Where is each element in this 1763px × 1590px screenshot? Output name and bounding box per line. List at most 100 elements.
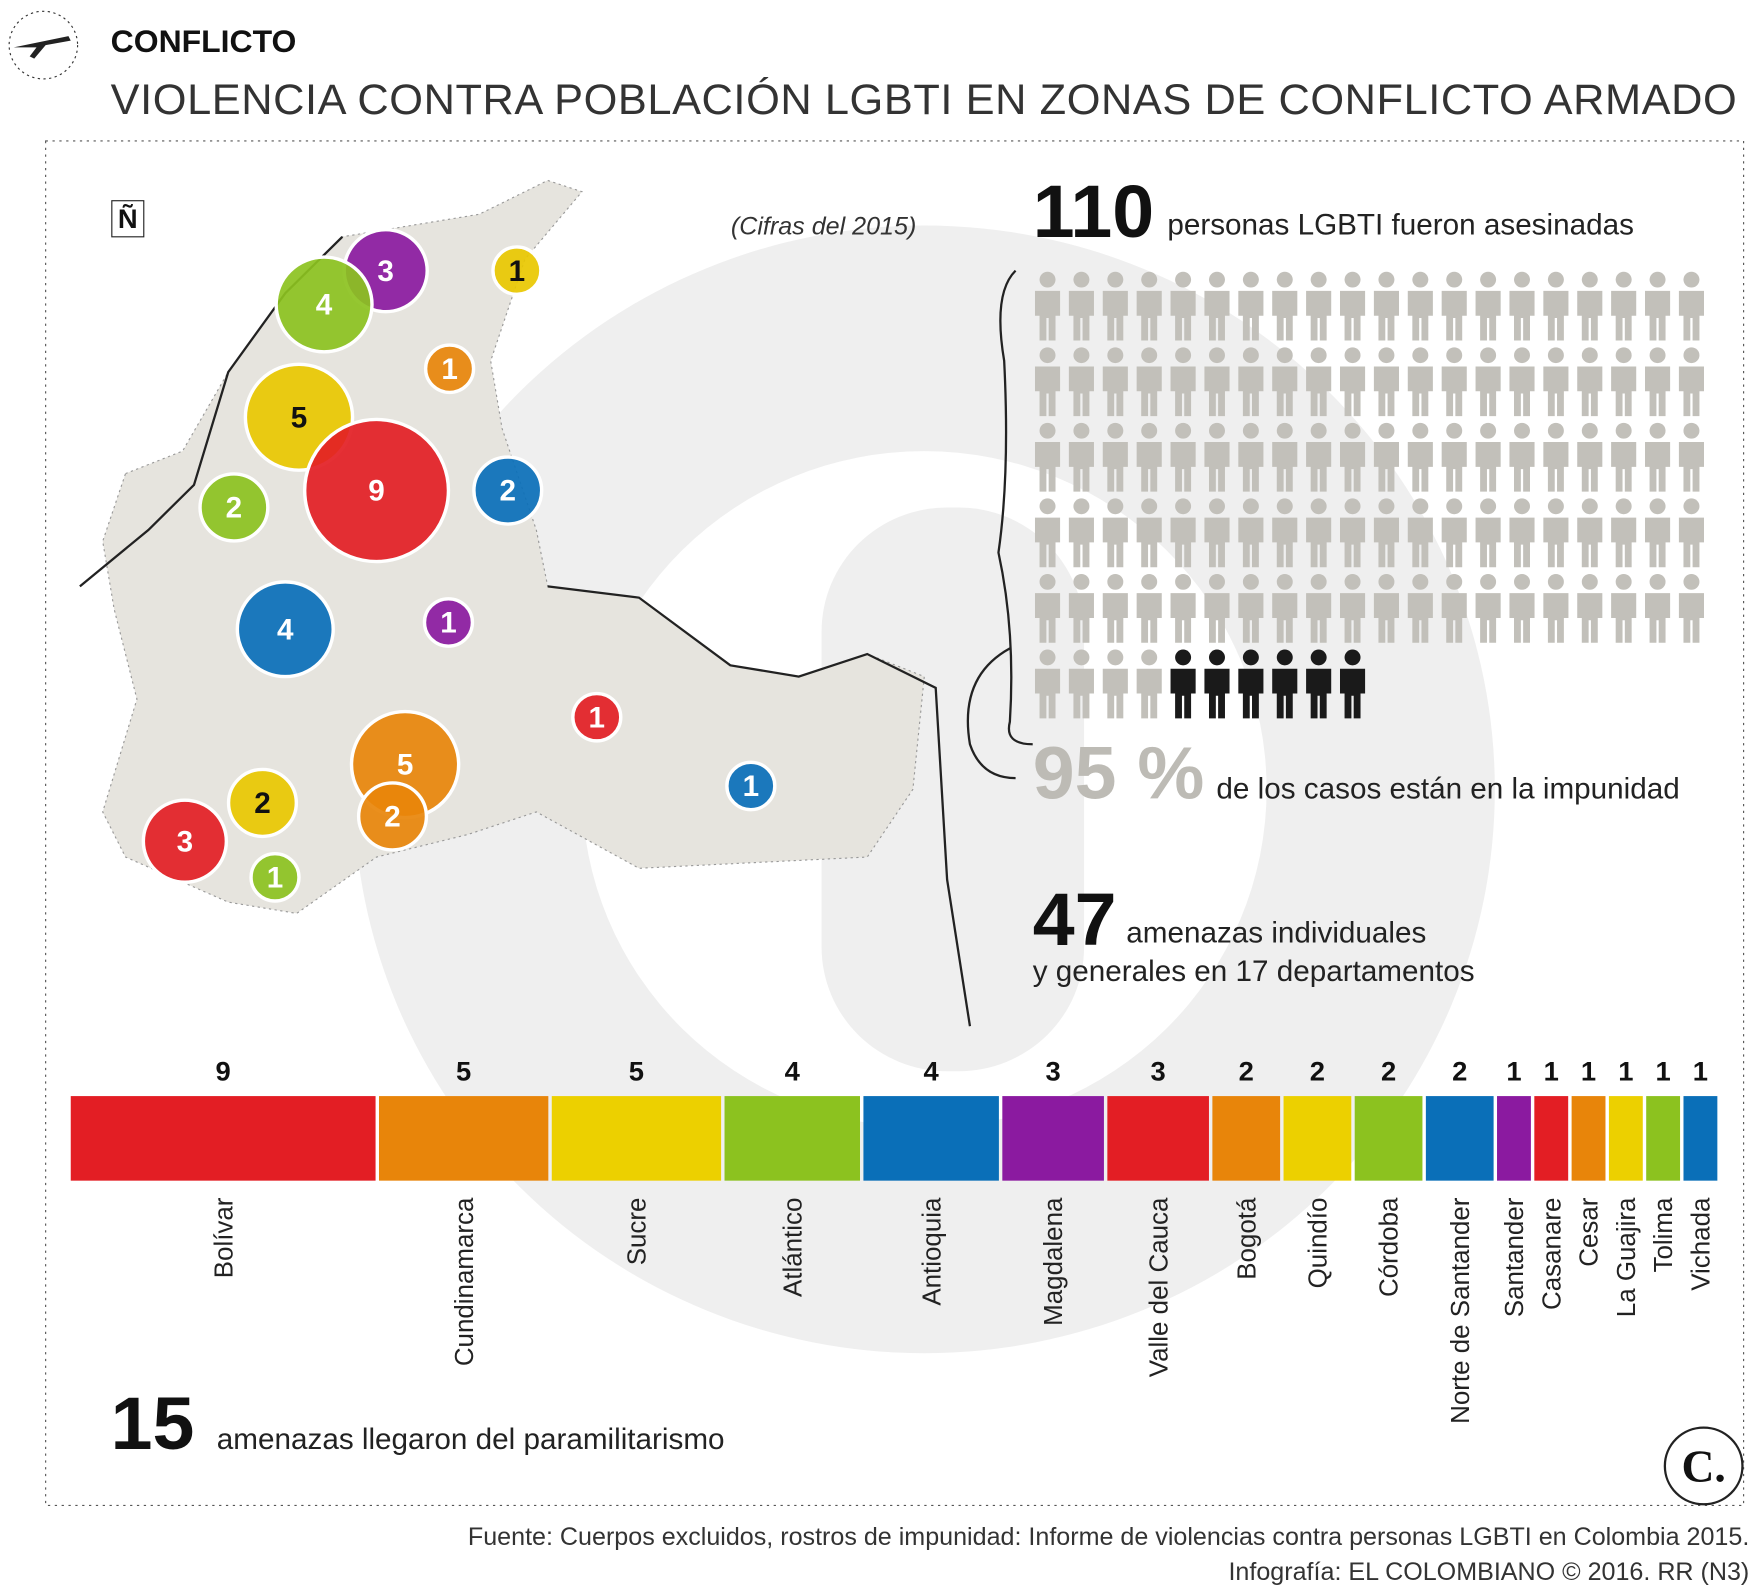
stat-number: 110 — [1033, 169, 1154, 253]
person-body — [1645, 593, 1671, 643]
stat-text: amenazas individuales — [1126, 917, 1426, 950]
bubble-label: 5 — [397, 749, 414, 782]
person-icon — [1543, 573, 1569, 643]
person-head — [1344, 422, 1361, 439]
person-icon — [1611, 347, 1637, 417]
person-body — [1645, 290, 1671, 341]
person-head — [1276, 573, 1293, 590]
person-head — [1073, 422, 1090, 439]
bubble-label: 1 — [509, 255, 526, 288]
person-head — [1039, 422, 1056, 439]
person-head — [1446, 573, 1463, 590]
bubble-label: 1 — [440, 607, 457, 640]
person-head — [1378, 573, 1395, 590]
map-bubble — [249, 851, 301, 903]
person-icon — [1339, 498, 1366, 568]
person-body — [1102, 668, 1128, 719]
person-head — [1276, 498, 1293, 515]
person-head — [1412, 573, 1429, 590]
person-icon — [1475, 347, 1501, 417]
person-icon — [1678, 573, 1705, 643]
person-head — [1073, 498, 1090, 515]
title: VIOLENCIA CONTRA POBLACIÓN LGBTI EN ZONA… — [111, 76, 1737, 124]
person-head — [1378, 347, 1395, 364]
person-icon — [1645, 422, 1671, 492]
person-head — [1310, 422, 1327, 439]
person-icon — [1475, 422, 1501, 492]
person-icon — [1543, 498, 1569, 568]
person-head — [1649, 347, 1666, 364]
person-icon — [1645, 573, 1671, 643]
bubble-label: 9 — [368, 475, 385, 508]
person-body — [1136, 668, 1162, 719]
person-body — [1136, 442, 1162, 492]
person-body — [1373, 442, 1399, 492]
value-label: 5 — [629, 1055, 644, 1086]
person-body — [1170, 366, 1196, 417]
person-icon — [1170, 573, 1196, 643]
person-icon — [1034, 498, 1061, 568]
person-head — [1615, 573, 1632, 590]
value-label: 4 — [785, 1055, 800, 1086]
person-icon — [1136, 347, 1162, 417]
bar-segment — [1107, 1096, 1209, 1181]
person-icon — [1577, 573, 1603, 643]
person-body — [1339, 366, 1366, 417]
person-head — [1547, 271, 1564, 288]
person-body — [1509, 290, 1535, 341]
person-body — [1543, 593, 1569, 643]
person-body — [1306, 290, 1332, 341]
frame — [45, 140, 1745, 1506]
person-body — [1170, 517, 1196, 568]
person-icon — [1272, 422, 1298, 492]
person-body — [1034, 442, 1061, 492]
person-body — [1272, 442, 1298, 492]
value-label: 9 — [216, 1055, 231, 1086]
person-head — [1480, 347, 1497, 364]
category-label: Sucre — [621, 1198, 651, 1266]
person-body — [1306, 668, 1332, 719]
bar-segment — [551, 1096, 722, 1181]
person-head — [1581, 271, 1598, 288]
person-icon — [1204, 271, 1230, 341]
person-body — [1102, 442, 1128, 492]
person-icon — [1102, 347, 1128, 417]
person-icon — [1373, 422, 1399, 492]
person-icon — [1272, 573, 1298, 643]
person-icon — [1339, 649, 1366, 719]
person-body — [1645, 442, 1671, 492]
person-head — [1107, 422, 1124, 439]
person-body — [1441, 366, 1467, 417]
person-icon — [1034, 649, 1061, 719]
person-icon — [1577, 498, 1603, 568]
person-body — [1339, 290, 1366, 341]
person-head — [1242, 422, 1259, 439]
person-icon — [1306, 271, 1332, 341]
person-head — [1310, 649, 1327, 666]
person-icon — [1373, 498, 1399, 568]
person-body — [1577, 517, 1603, 568]
person-head — [1208, 347, 1225, 364]
person-head — [1378, 271, 1395, 288]
category-label: Antioquia — [916, 1197, 946, 1306]
bar-segment — [1534, 1096, 1569, 1181]
person-icon — [1611, 573, 1637, 643]
person-icon — [1407, 422, 1433, 492]
person-icon — [1509, 573, 1535, 643]
person-head — [1446, 347, 1463, 364]
person-head — [1141, 347, 1158, 364]
stat-number: 47 — [1033, 877, 1117, 961]
person-icon — [1441, 422, 1467, 492]
map-bubble — [571, 691, 623, 743]
value-label: 2 — [1452, 1055, 1467, 1086]
category-label: Valle del Cauca — [1143, 1197, 1173, 1377]
person-body — [1170, 442, 1196, 492]
person-icon — [1509, 498, 1535, 568]
person-icon — [1136, 649, 1162, 719]
person-body — [1068, 366, 1094, 417]
map-bubble — [491, 245, 543, 297]
person-head — [1242, 649, 1259, 666]
person-head — [1310, 498, 1327, 515]
person-body — [1543, 517, 1569, 568]
bar-segment — [70, 1096, 376, 1181]
